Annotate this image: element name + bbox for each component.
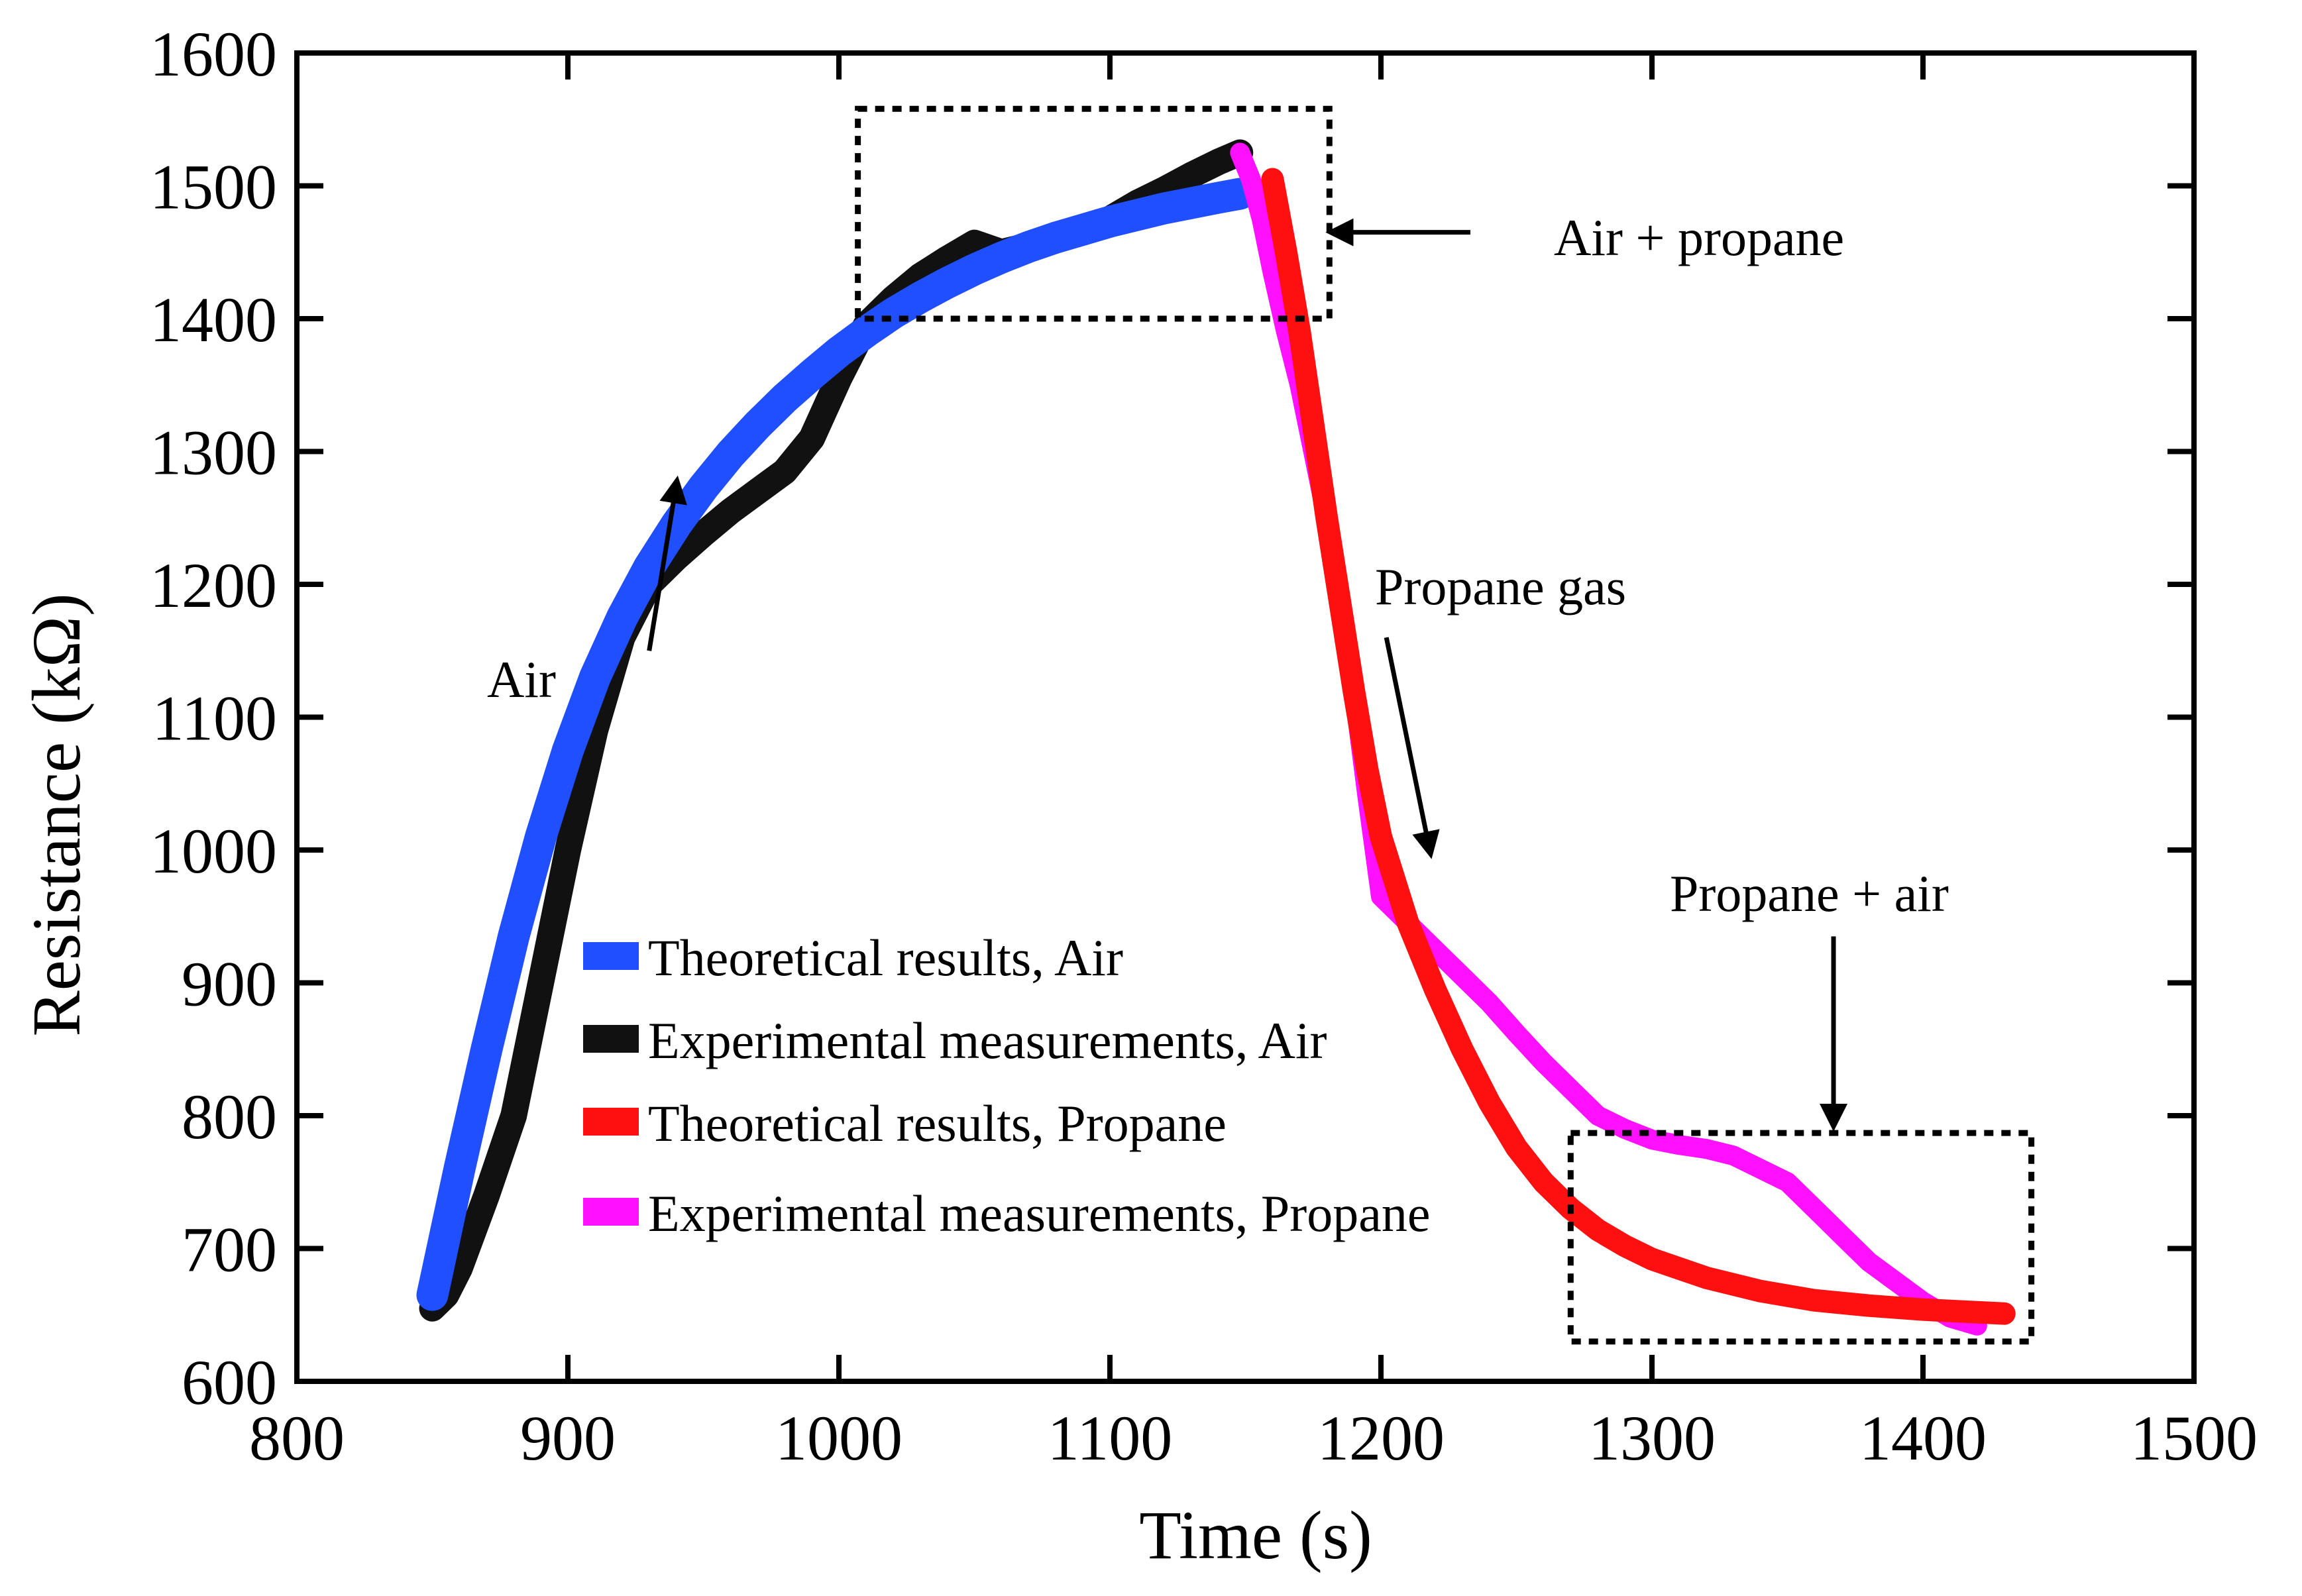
x-tick-label: 1100 (1048, 1403, 1172, 1473)
y-tick-label: 900 (182, 949, 277, 1020)
y-tick-label: 700 (182, 1214, 277, 1285)
y-tick-label: 800 (182, 1081, 277, 1152)
y-tick-label: 600 (182, 1347, 277, 1418)
annotation-label-3: Propane + air (1670, 865, 1949, 922)
ticks-layer: 800 900 1000 1100 1200 1300 1400 1500 600 700 800 9… (150, 19, 2258, 1473)
y-tick-label: 1100 (152, 683, 277, 754)
annotation-label-1: Air + propane (1554, 209, 1844, 266)
annotation-arrow-2 (1384, 637, 1440, 859)
x-tick-label: 800 (249, 1403, 345, 1473)
x-tick-label: 1300 (1588, 1403, 1716, 1473)
x-tick-label: 1000 (775, 1403, 903, 1473)
legend-swatch-theoretical-propane (583, 1108, 639, 1136)
boxes-layer (855, 105, 2035, 1345)
x-tick-label: 1400 (1859, 1403, 1987, 1473)
legend-swatch-experimental-propane (583, 1198, 639, 1226)
x-tick-label: 1200 (1317, 1403, 1445, 1473)
legend-label-theoretical-air: Theoretical results, Air (648, 929, 1123, 986)
legend-label-experimental-air: Experimental measurements, Air (648, 1012, 1327, 1069)
series-layer (416, 139, 2016, 1336)
x-axis-title: Time (s) (1139, 1497, 1372, 1573)
y-tick-label: 1500 (150, 152, 277, 223)
legend-label-theoretical-propane: Theoretical results, Propane (648, 1094, 1227, 1152)
series-line-2 (1261, 168, 2016, 1325)
legend-swatch-experimental-air (583, 1025, 639, 1053)
y-tick-label: 1400 (150, 284, 277, 355)
annotation-label-2: Propane gas (1375, 558, 1626, 615)
annotation-arrow-0 (647, 475, 687, 651)
y-tick-label: 1200 (150, 550, 277, 621)
annot-layer: Air Air + propane Propane gas Propane + air (487, 209, 1949, 1132)
series-line-3 (1230, 142, 1987, 1336)
y-tick-label: 1600 (150, 19, 277, 89)
y-tick-label: 1300 (150, 417, 277, 488)
legend-swatch-theoretical-air (583, 942, 639, 970)
x-tick-label: 1500 (2130, 1403, 2258, 1473)
annotation-label-0: Air (487, 651, 556, 708)
highlight-box-0 (855, 105, 1333, 322)
legend-label-experimental-propane: Experimental measurements, Propane (648, 1185, 1430, 1242)
series-line-0 (416, 178, 1256, 1311)
highlight-box-1 (1567, 1130, 2035, 1345)
legend: Theoretical results, Air Experimental me… (583, 929, 1430, 1242)
y-tick-label: 1000 (150, 816, 277, 886)
x-tick-label: 900 (520, 1403, 616, 1473)
y-axis-title: Resistance (kΩ) (19, 593, 95, 1036)
